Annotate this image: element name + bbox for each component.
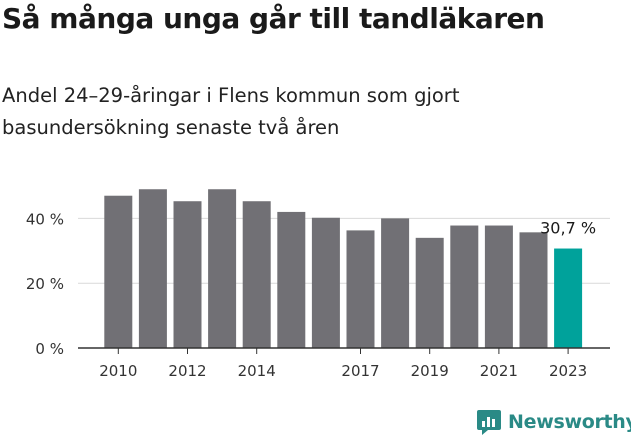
x-axis-labels: 2010 2012 2014 2017 2019 2021 2023: [99, 362, 587, 380]
y-tick-label: 20 %: [26, 275, 64, 293]
chart-title: Så många unga går till tandläkaren: [2, 2, 545, 35]
subtitle-line-2: basundersökning senaste två åren: [2, 116, 340, 139]
x-tick-label: 2014: [238, 362, 276, 380]
x-tick-label: 2019: [411, 362, 449, 380]
bar-2016: [311, 217, 340, 348]
bar-2012: [173, 201, 202, 348]
brand-logo: Newsworthy: [476, 407, 631, 437]
bar-2017: [346, 230, 375, 348]
bar-2023: [554, 248, 583, 348]
x-tick-label: 2012: [168, 362, 206, 380]
bars: [104, 189, 583, 348]
x-tick-label: 2010: [99, 362, 137, 380]
x-axis-ticks: [117, 348, 569, 354]
bar-2014: [242, 201, 271, 348]
x-tick-label: 2017: [341, 362, 379, 380]
y-tick-label: 0 %: [35, 340, 64, 358]
x-tick-label: 2023: [549, 362, 587, 380]
subtitle-line-1: Andel 24–29-åringar i Flens kommun som g…: [2, 84, 460, 107]
newsworthy-logo-icon: [477, 410, 501, 435]
bar-2011: [138, 189, 167, 348]
bar-2021: [484, 225, 513, 348]
bar-2010: [104, 195, 133, 348]
x-tick-label: 2021: [480, 362, 518, 380]
bar-2015: [277, 211, 306, 348]
bar-2018: [381, 218, 410, 348]
bar-2022: [519, 232, 548, 348]
chart-subtitle: Andel 24–29-åringar i Flens kommun som g…: [2, 80, 602, 144]
bar-2019: [415, 237, 444, 348]
bar-2020: [450, 225, 479, 348]
highlight-value-label: 30,7 %: [540, 219, 596, 238]
y-tick-label: 40 %: [26, 210, 64, 228]
y-axis-labels: 0 % 20 % 40 %: [26, 210, 64, 358]
bar-2013: [208, 189, 237, 348]
brand-name: Newsworthy: [508, 411, 631, 433]
